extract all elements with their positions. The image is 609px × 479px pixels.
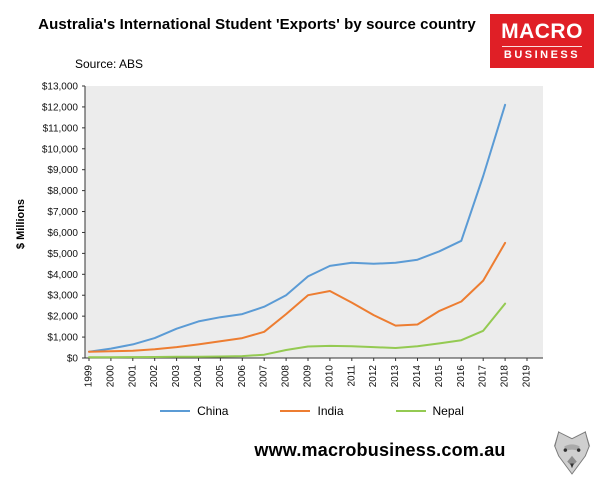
svg-text:$8,000: $8,000 (47, 186, 78, 197)
svg-text:2019: 2019 (522, 365, 533, 388)
svg-text:2008: 2008 (281, 365, 292, 388)
series-line-Nepal (88, 302, 507, 359)
india-line-swatch (280, 410, 311, 412)
svg-text:$10,000: $10,000 (42, 144, 79, 155)
legend-label-india: India (317, 404, 344, 418)
svg-text:$3,000: $3,000 (47, 291, 78, 302)
svg-text:2012: 2012 (368, 365, 379, 388)
legend-label-china: China (197, 404, 229, 418)
svg-text:2011: 2011 (346, 365, 357, 387)
series-line-India (88, 241, 507, 353)
logo-text-macro: MACRO (501, 20, 583, 43)
svg-text:$4,000: $4,000 (47, 270, 78, 281)
legend-item-india: India (280, 404, 344, 418)
website-url: www.macrobusiness.com.au (254, 440, 506, 460)
svg-text:$13,000: $13,000 (42, 82, 79, 93)
legend: China India Nepal (52, 404, 572, 418)
chart-title: Australia's International Student 'Expor… (38, 16, 476, 33)
svg-text:1999: 1999 (84, 365, 95, 388)
svg-text:2010: 2010 (324, 365, 335, 388)
svg-text:$1,000: $1,000 (47, 333, 78, 344)
svg-text:2007: 2007 (259, 365, 270, 388)
svg-text:2014: 2014 (412, 365, 423, 388)
svg-text:$0: $0 (67, 354, 79, 365)
svg-text:2000: 2000 (105, 365, 116, 388)
svg-text:2002: 2002 (149, 365, 160, 388)
svg-text:$5,000: $5,000 (47, 249, 78, 260)
svg-text:2004: 2004 (193, 365, 204, 388)
plot-area (85, 86, 543, 358)
svg-text:2009: 2009 (303, 365, 314, 388)
svg-text:2018: 2018 (500, 365, 511, 388)
svg-text:2003: 2003 (171, 365, 182, 388)
logo-divider (502, 46, 582, 47)
source-note: Source: ABS (75, 57, 144, 71)
svg-text:$2,000: $2,000 (47, 312, 78, 323)
wolf-icon (553, 431, 591, 475)
macrobusiness-logo: MACRO BUSINESS (490, 14, 594, 68)
legend-item-nepal: Nepal (395, 404, 464, 418)
svg-text:2005: 2005 (215, 365, 226, 388)
legend-item-china: China (160, 404, 228, 418)
svg-text:$11,000: $11,000 (43, 123, 79, 134)
chart: $0 $1,000 $2,000 $3,000 $4,000 $5,000 $6,000 $7… (10, 78, 555, 400)
svg-text:$6,000: $6,000 (47, 228, 78, 239)
logo-text-business: BUSINESS (503, 49, 581, 61)
svg-text:2001: 2001 (127, 365, 138, 388)
svg-text:2006: 2006 (237, 365, 248, 388)
svg-text:$9,000: $9,000 (47, 165, 78, 176)
series-line-China (88, 103, 507, 353)
svg-text:2015: 2015 (434, 365, 445, 388)
nepal-line-swatch (395, 410, 426, 412)
line-chart-svg: $0 $1,000 $2,000 $3,000 $4,000 $5,000 $6,000 $7… (42, 82, 543, 388)
china-line-swatch (160, 410, 191, 412)
svg-text:$12,000: $12,000 (42, 102, 79, 113)
legend-label-nepal: Nepal (432, 404, 464, 418)
wolf-logo (551, 430, 593, 476)
svg-text:2017: 2017 (478, 365, 489, 388)
svg-text:2016: 2016 (456, 365, 467, 388)
svg-text:$7,000: $7,000 (47, 207, 78, 218)
svg-text:2013: 2013 (390, 365, 401, 388)
